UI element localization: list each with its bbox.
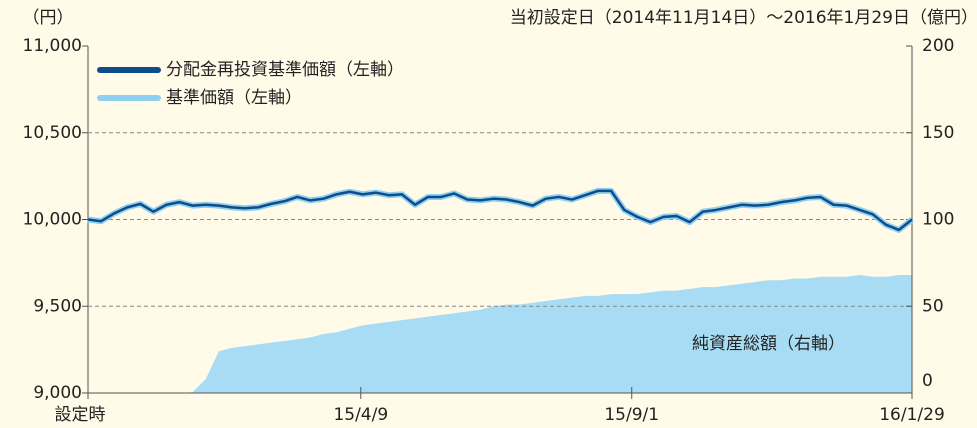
y2-tick-label: 200	[922, 36, 954, 56]
y-tick-label: 9,000	[33, 383, 82, 403]
y2-tick-label: 50	[922, 296, 944, 316]
y2-tick-label: 100	[922, 210, 954, 230]
legend-label: 基準価額（左軸）	[166, 88, 302, 108]
subtitle: 当初設定日（2014年11月14日）～2016年1月29日	[510, 8, 910, 28]
y-tick-label: 10,000	[23, 210, 82, 230]
legend-label: 分配金再投資基準価額（左軸）	[166, 60, 404, 80]
area	[88, 275, 912, 393]
y2-tick-label: 150	[922, 123, 954, 143]
y2-unit-label: （億円）	[910, 8, 977, 28]
x-tick-label: 15/4/9	[333, 405, 388, 425]
y-unit-label: （円）	[23, 8, 74, 28]
line	[87, 187, 914, 233]
y-tick-label: 10,500	[23, 123, 82, 143]
line	[87, 189, 913, 232]
x-tick-label: 設定時	[55, 405, 106, 425]
annotation: 純資産総額（右軸）	[692, 334, 845, 354]
y-tick-label: 11,000	[23, 36, 82, 56]
x-tick-label: 16/1/29	[879, 405, 945, 425]
x-tick-label: 15/9/1	[604, 405, 659, 425]
y2-tick-label: 0	[922, 371, 933, 391]
y-tick-label: 9,500	[33, 296, 82, 316]
